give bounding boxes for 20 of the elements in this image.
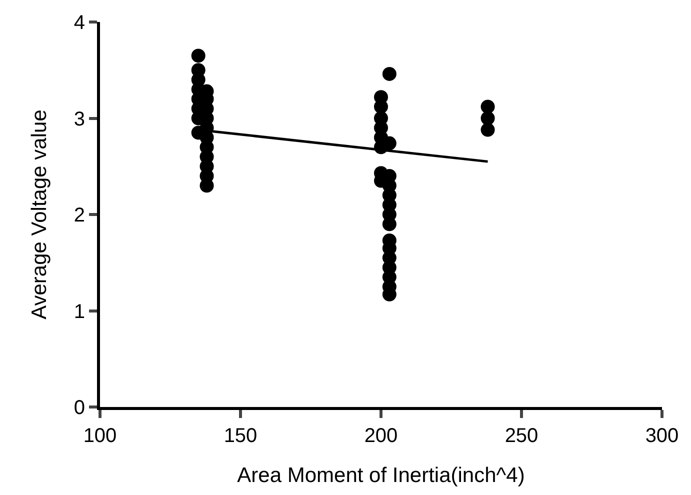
y-tick-label: 1 <box>74 300 85 323</box>
point <box>382 217 396 232</box>
x-tick-label: 300 <box>645 425 679 447</box>
x-tick-label: 150 <box>224 425 258 447</box>
x-tick-label: 200 <box>364 425 398 447</box>
x-tick-label: 250 <box>504 425 538 447</box>
point <box>200 178 214 193</box>
y-tick-label: 0 <box>74 397 85 419</box>
point <box>480 122 495 137</box>
point <box>382 66 396 81</box>
y-tick-label: 2 <box>74 204 85 226</box>
x-tick-label: 100 <box>83 425 117 447</box>
y-axis-title: Average Voltage value <box>28 110 51 320</box>
y-tick-label: 4 <box>74 12 85 34</box>
point <box>191 48 206 63</box>
point <box>480 111 495 126</box>
x-axis-title: Area Moment of Inertia(inch^4) <box>237 464 525 487</box>
point <box>374 100 388 114</box>
y-tick-label: 3 <box>74 108 85 130</box>
point <box>480 100 495 114</box>
